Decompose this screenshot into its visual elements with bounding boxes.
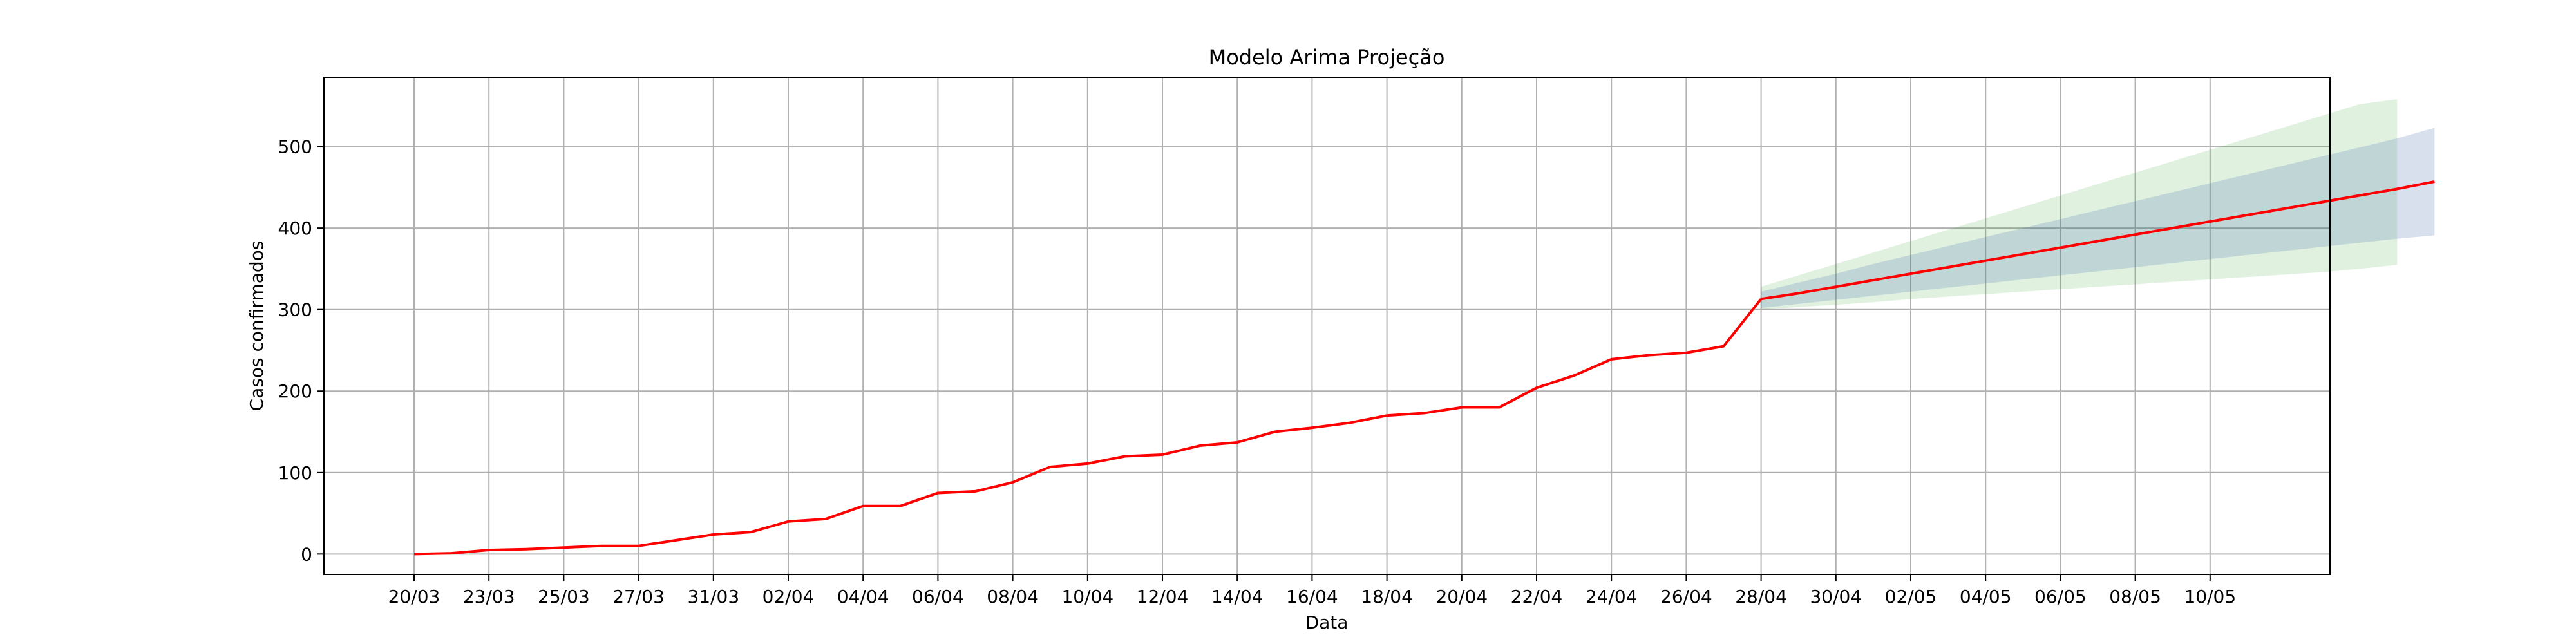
series-lines (413, 180, 2435, 556)
forecast-line (1761, 180, 2435, 301)
x-tick-label: 23/03 (463, 586, 515, 607)
x-tick-label: 06/04 (912, 586, 964, 607)
x-tick-label: 25/03 (538, 586, 590, 607)
y-tick-label: 0 (301, 544, 312, 565)
observed-line (413, 298, 1763, 556)
x-tick-label: 10/05 (2184, 586, 2236, 607)
inner-interval-band (1761, 128, 2435, 308)
x-axis-label: Data (1305, 612, 1349, 633)
x-axis-ticks: 20/03 23/03 25/03 27/03 31/03 02/04 04/04 06/04… (388, 574, 2236, 607)
x-tick-label: 08/05 (2109, 586, 2161, 607)
x-tick-label: 06/05 (2034, 586, 2087, 607)
x-tick-label: 20/03 (388, 586, 440, 607)
x-tick-label: 18/04 (1361, 586, 1413, 607)
x-tick-label: 22/04 (1511, 586, 1563, 607)
x-tick-label: 31/03 (687, 586, 739, 607)
y-tick-label: 500 (278, 137, 312, 158)
chart-title: Modelo Arima Projeção (1209, 45, 1445, 70)
x-tick-label: 08/04 (987, 586, 1039, 607)
y-axis-label: Casos confirmados (246, 241, 267, 412)
x-tick-label: 16/04 (1286, 586, 1338, 607)
x-tick-label: 24/04 (1586, 586, 1638, 607)
x-tick-label: 04/04 (837, 586, 889, 607)
x-tick-label: 02/04 (762, 586, 815, 607)
x-tick-label: 20/04 (1435, 586, 1488, 607)
y-axis-ticks: 0 100 200 300 400 500 (278, 137, 324, 565)
x-tick-label: 02/05 (1885, 586, 1937, 607)
x-tick-label: 12/04 (1137, 586, 1189, 607)
x-tick-label: 10/04 (1061, 586, 1113, 607)
plot-frame (323, 77, 2331, 575)
x-tick-label: 26/04 (1660, 586, 1712, 607)
y-tick-label: 300 (278, 299, 312, 321)
x-tick-label: 27/03 (612, 586, 665, 607)
confidence-bands (1761, 99, 2435, 310)
grid (324, 77, 2330, 574)
y-tick-label: 200 (278, 381, 312, 402)
outer-interval-band (1761, 99, 2398, 310)
x-tick-label: 28/04 (1735, 586, 1787, 607)
x-tick-label: 04/05 (1960, 586, 2012, 607)
y-tick-label: 400 (278, 218, 312, 239)
x-tick-label: 14/04 (1211, 586, 1264, 607)
y-tick-label: 100 (278, 462, 312, 484)
x-tick-label: 30/04 (1810, 586, 1862, 607)
